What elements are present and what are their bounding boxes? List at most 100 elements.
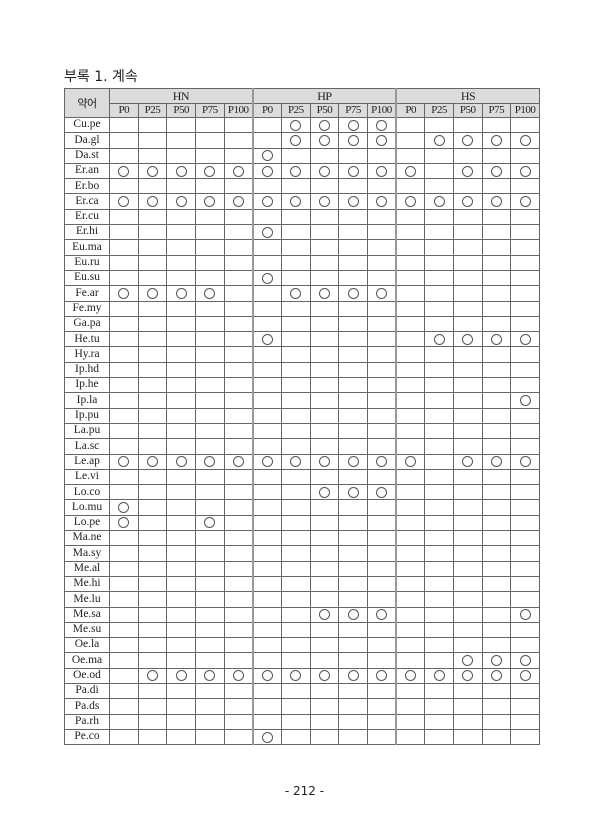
cell: [137, 637, 168, 654]
cell: [452, 530, 483, 547]
cell: [510, 132, 540, 149]
cell: [223, 545, 254, 562]
circle-mark-icon: [146, 670, 158, 682]
cell: [481, 208, 512, 226]
cell: [194, 591, 225, 608]
cell: [280, 392, 311, 409]
cell: [510, 285, 540, 302]
cell: [395, 621, 426, 639]
row-abbr: Ma.ne: [64, 530, 110, 547]
cell: [280, 147, 311, 164]
circle-mark-icon: [490, 333, 502, 345]
cell: [452, 346, 483, 363]
cell: [424, 224, 454, 241]
cell: [510, 713, 540, 730]
cell: [424, 407, 454, 424]
cell: [194, 407, 225, 424]
cell: [309, 361, 340, 379]
cell: [452, 377, 483, 394]
row-abbr: Oe.od: [64, 667, 110, 684]
circle-mark-icon: [261, 226, 273, 238]
cell: [452, 361, 483, 379]
cell: [366, 392, 397, 409]
table-row: Hy.ra: [64, 346, 540, 363]
cell: [338, 621, 368, 639]
circle-mark-icon: [146, 287, 158, 299]
cell: [137, 193, 168, 210]
row-abbr: Pe.co: [64, 728, 110, 746]
cell: [481, 499, 512, 516]
cell: [309, 575, 340, 593]
cell: [137, 377, 168, 394]
circle-mark-icon: [318, 119, 330, 131]
cell: [223, 132, 254, 149]
table-row: Me.hi: [64, 575, 540, 593]
cell: [109, 453, 139, 470]
cell: [251, 208, 282, 226]
cell: [194, 514, 225, 532]
cell: [166, 392, 196, 409]
cell: [137, 178, 168, 195]
cell: [251, 698, 282, 715]
cell: [366, 560, 397, 577]
circle-mark-icon: [462, 456, 474, 468]
cell: [452, 468, 483, 486]
cell: [251, 254, 282, 271]
cell: [510, 208, 540, 226]
cell: [109, 667, 139, 684]
row-abbr: Lo.pe: [64, 514, 110, 532]
cell: [166, 315, 196, 333]
cell: [395, 560, 426, 577]
row-abbr: Eu.su: [64, 269, 110, 287]
table-row: La.sc: [64, 438, 540, 455]
cell: [309, 560, 340, 577]
cell: [309, 484, 340, 501]
cell: [309, 208, 340, 226]
cell: [251, 652, 282, 669]
cell: [395, 239, 426, 256]
cell: [452, 682, 483, 700]
table-row: Er.bo: [64, 178, 540, 195]
circle-mark-icon: [519, 456, 531, 468]
cell: [251, 285, 282, 302]
cell: [137, 453, 168, 470]
cell: [424, 438, 454, 455]
circle-mark-icon: [347, 287, 359, 299]
cell: [109, 438, 139, 455]
circle-mark-icon: [318, 456, 330, 468]
cell: [424, 269, 454, 287]
cell: [166, 637, 196, 654]
cell: [109, 132, 139, 149]
cell: [166, 193, 196, 210]
cell: [309, 377, 340, 394]
cell: [424, 637, 454, 654]
cell: [481, 315, 512, 333]
cell: [481, 698, 512, 715]
cell: [424, 254, 454, 271]
cell: [338, 116, 368, 134]
cell: [280, 116, 311, 134]
cell: [338, 606, 368, 623]
cell: [166, 361, 196, 379]
row-abbr: La.sc: [64, 438, 110, 455]
cell: [424, 728, 454, 746]
cell: [481, 652, 512, 669]
cell: [366, 193, 397, 210]
circle-mark-icon: [462, 165, 474, 177]
cell: [194, 224, 225, 241]
cell: [424, 346, 454, 363]
circle-mark-icon: [462, 333, 474, 345]
row-abbr: Me.hi: [64, 575, 110, 593]
cell: [137, 728, 168, 746]
table-row: Er.an: [64, 162, 540, 180]
cell: [366, 300, 397, 317]
cell: [280, 621, 311, 639]
row-abbr: Me.sa: [64, 606, 110, 623]
cell: [166, 422, 196, 440]
cell: [338, 361, 368, 379]
cell: [395, 392, 426, 409]
cell: [395, 331, 426, 348]
row-abbr: Pa.ds: [64, 698, 110, 715]
cell: [109, 377, 139, 394]
circle-mark-icon: [175, 196, 187, 208]
